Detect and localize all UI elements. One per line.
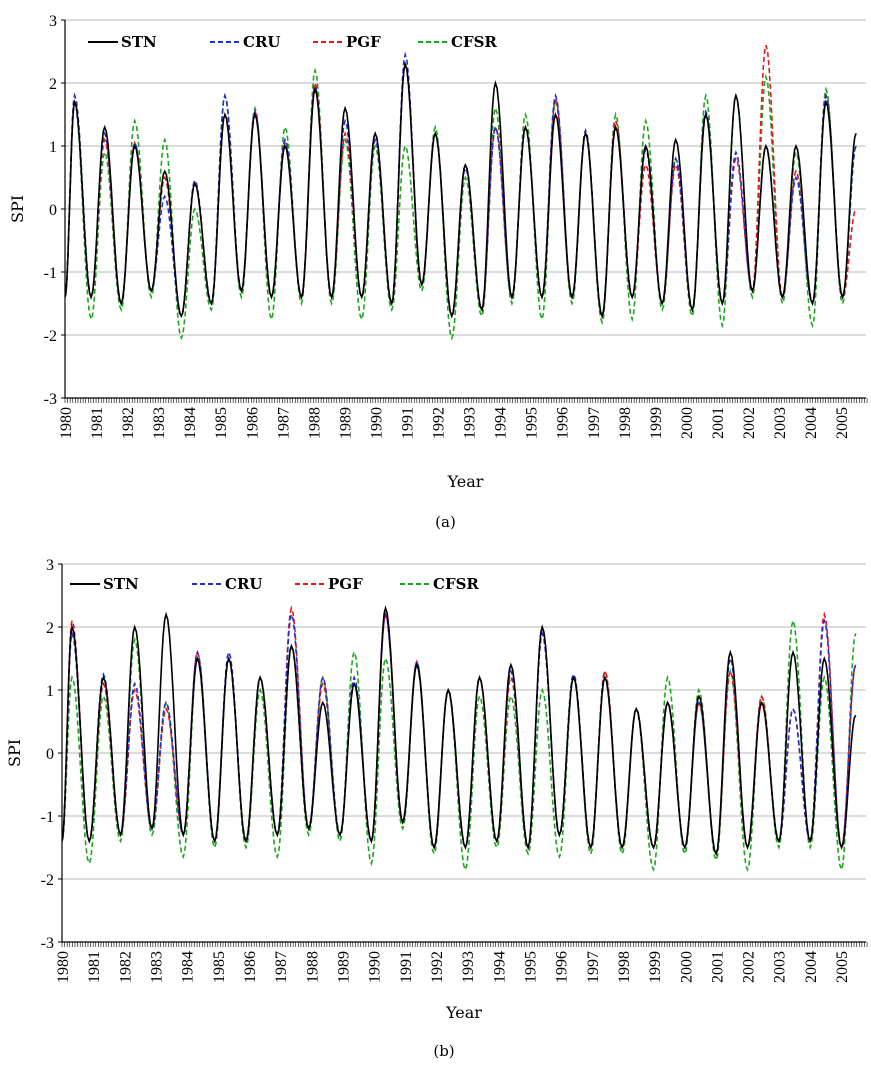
x-tick-label-a-11: 1991 [400, 407, 417, 439]
series-group-a [65, 44, 857, 341]
x-tick-label-b-12: 1992 [429, 951, 446, 983]
y-tick-label-b-3: 0 [46, 746, 54, 763]
x-tick-label-b-10: 1990 [367, 951, 384, 983]
x-tick-label-b-9: 1989 [335, 951, 352, 983]
legend-label-b-stn: STN [103, 575, 139, 593]
y-tick-label-a-2: -1 [44, 265, 57, 282]
x-tick-label-a-13: 1993 [462, 407, 479, 439]
legend-label-a-cfsr: CFSR [451, 33, 497, 51]
legend-label-a-stn: STN [121, 33, 157, 51]
x-tick-label-a-1: 1981 [89, 407, 106, 439]
x-tick-label-a-7: 1987 [275, 407, 292, 439]
x-tick-label-b-21: 2001 [709, 951, 726, 983]
y-axis-title-b: SPI [5, 739, 24, 767]
x-axis-title-a: Year [447, 472, 484, 491]
x-tick-label-b-14: 1994 [491, 951, 508, 983]
x-tick-label-b-3: 1983 [148, 951, 165, 983]
y-tick-label-a-0: -3 [44, 391, 57, 408]
x-tick-label-a-23: 2003 [772, 407, 789, 439]
legend-label-b-cru: CRU [225, 575, 263, 593]
x-tick-label-b-24: 2004 [803, 951, 820, 983]
x-tick-label-b-8: 1988 [304, 951, 321, 983]
x-tick-label-b-19: 1999 [647, 951, 664, 983]
y-tick-label-b-4: 1 [46, 683, 54, 700]
x-tick-label-b-17: 1997 [585, 951, 602, 983]
x-tick-label-a-5: 1985 [213, 407, 230, 439]
x-tick-label-b-1: 1981 [86, 951, 103, 983]
y-tick-label-a-4: 1 [49, 139, 57, 156]
x-tick-label-b-22: 2002 [741, 951, 758, 983]
x-tick-label-a-15: 1995 [524, 407, 541, 439]
y-tick-label-b-0: -3 [41, 935, 54, 952]
x-tick-label-a-17: 1997 [586, 407, 603, 439]
x-tick-label-a-16: 1996 [555, 407, 572, 439]
x-tick-label-a-24: 2004 [803, 407, 820, 439]
x-tick-label-a-12: 1992 [431, 407, 448, 439]
chart-b: -3 -2 -1 0 1 2 3 1980 1981 1982 1983 1984 1985 1986 19… [5, 557, 868, 1060]
x-tick-label-b-6: 1986 [242, 951, 259, 983]
x-tick-label-a-0: 1980 [58, 407, 75, 439]
chart-a: -3 -2 -1 0 1 2 3 1980 1981 1982 1983 1984 1985 1986 19… [8, 13, 868, 531]
y-tick-label-b-2: -1 [41, 809, 54, 826]
series-line-a-pgf [65, 44, 857, 319]
y-tick-label-b-6: 3 [46, 557, 54, 574]
x-tick-label-a-2: 1982 [120, 407, 137, 439]
x-tick-label-b-15: 1995 [522, 951, 539, 983]
x-tick-label-a-3: 1983 [151, 407, 168, 439]
x-tick-label-a-6: 1986 [244, 407, 261, 439]
x-tick-label-a-25: 2005 [834, 407, 851, 439]
x-tick-label-a-19: 1999 [648, 407, 665, 439]
caption-b: (b) [433, 1042, 454, 1060]
x-tick-label-b-16: 1996 [554, 951, 571, 983]
x-tick-label-b-5: 1985 [211, 951, 228, 983]
x-tick-label-a-10: 1990 [368, 407, 385, 439]
y-axis-title-a: SPI [8, 195, 27, 223]
y-tick-label-a-5: 2 [49, 76, 57, 93]
legend-label-b-pgf: PGF [328, 575, 363, 593]
x-tick-label-a-8: 1988 [306, 407, 323, 439]
x-tick-label-a-14: 1994 [493, 407, 510, 439]
x-tick-label-a-21: 2001 [710, 407, 727, 439]
x-tick-label-b-11: 1991 [398, 951, 415, 983]
x-tick-label-a-18: 1998 [617, 407, 634, 439]
x-tick-label-a-9: 1989 [337, 407, 354, 439]
x-tick-label-b-4: 1984 [180, 951, 197, 983]
x-axis-title-b: Year [445, 1003, 482, 1022]
y-tick-label-b-1: -2 [41, 872, 54, 889]
x-tick-label-b-7: 1987 [273, 951, 290, 983]
x-tick-label-b-2: 1982 [117, 951, 134, 983]
series-line-b-stn [62, 605, 857, 857]
y-tick-label-b-5: 2 [46, 620, 54, 637]
y-tick-label-a-6: 3 [49, 13, 57, 30]
series-line-a-cru [65, 51, 857, 319]
series-group-b [62, 605, 857, 873]
legend-label-a-pgf: PGF [346, 33, 381, 51]
series-line-a-cfsr [65, 67, 857, 341]
series-line-b-cfsr [62, 617, 857, 873]
legend-label-b-cfsr: CFSR [433, 575, 479, 593]
caption-a: (a) [435, 513, 456, 531]
x-tick-label-b-0: 1980 [55, 951, 72, 983]
x-tick-label-b-13: 1993 [460, 951, 477, 983]
y-tick-label-a-3: 0 [49, 202, 57, 219]
x-tick-label-a-22: 2002 [741, 407, 758, 439]
x-tick-label-b-18: 1998 [616, 951, 633, 983]
x-tick-label-a-20: 2000 [679, 407, 696, 439]
series-line-a-stn [65, 61, 857, 319]
x-tick-label-b-23: 2003 [772, 951, 789, 983]
y-tick-label-a-1: -2 [44, 328, 57, 345]
x-tick-label-a-4: 1984 [182, 407, 199, 439]
x-tick-label-b-25: 2005 [834, 951, 851, 983]
legend-label-a-cru: CRU [243, 33, 281, 51]
x-tick-label-b-20: 2000 [678, 951, 695, 983]
